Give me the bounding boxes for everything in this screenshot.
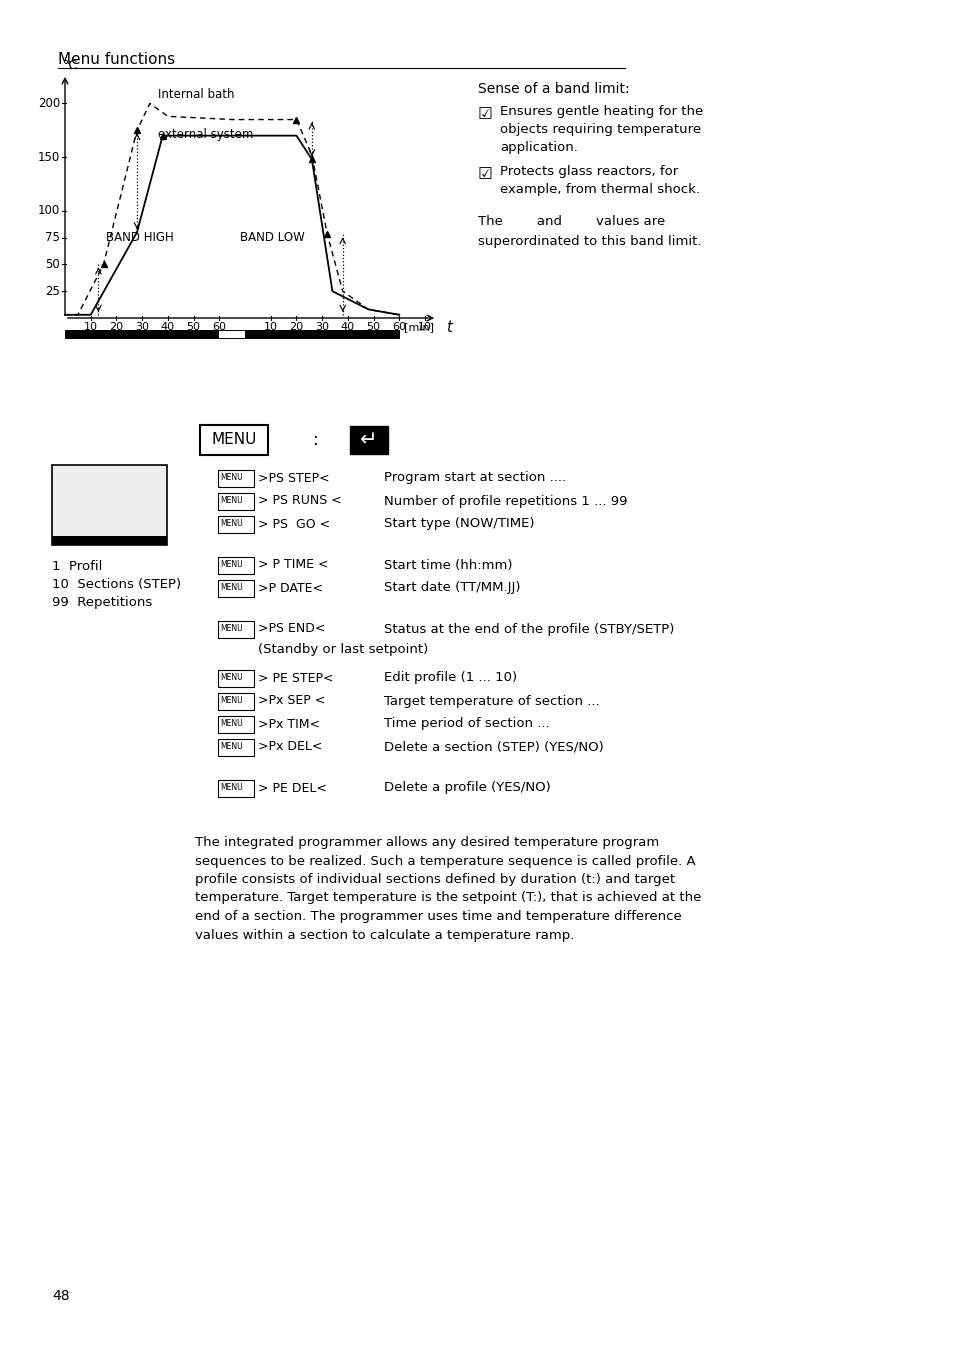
Bar xyxy=(218,716,253,732)
Text: 10: 10 xyxy=(84,322,97,332)
Text: :: : xyxy=(313,431,318,449)
Text: MENU: MENU xyxy=(220,673,242,682)
Text: Internal bath: Internal bath xyxy=(157,88,233,101)
Text: Delete a section (STEP) (YES/NO): Delete a section (STEP) (YES/NO) xyxy=(384,740,603,754)
Bar xyxy=(218,670,253,686)
Text: 20: 20 xyxy=(110,322,123,332)
Bar xyxy=(350,426,388,454)
Text: MENU: MENU xyxy=(220,473,242,482)
Text: 10: 10 xyxy=(263,322,277,332)
Text: Ensures gentle heating for the
objects requiring temperature
application.: Ensures gentle heating for the objects r… xyxy=(499,105,702,154)
Text: >Px TIM<: >Px TIM< xyxy=(257,717,319,731)
Bar xyxy=(218,516,253,532)
Bar xyxy=(218,780,253,797)
Text: > PS RUNS <: > PS RUNS < xyxy=(257,494,341,508)
Text: (Standby or last setpoint): (Standby or last setpoint) xyxy=(257,643,428,657)
Text: 30: 30 xyxy=(314,322,329,332)
Bar xyxy=(219,330,245,338)
Text: 40: 40 xyxy=(340,322,355,332)
Text: 25: 25 xyxy=(45,285,60,297)
Bar xyxy=(218,557,253,574)
Text: > PS  GO <: > PS GO < xyxy=(257,517,330,531)
Text: external system: external system xyxy=(157,128,253,141)
Text: >PS END<: >PS END< xyxy=(257,623,325,635)
Text: 50: 50 xyxy=(187,322,200,332)
Bar xyxy=(218,693,253,709)
Text: Start time (hh:mm): Start time (hh:mm) xyxy=(384,558,512,571)
Text: ↵: ↵ xyxy=(360,430,377,450)
Text: 10  Sections (STEP): 10 Sections (STEP) xyxy=(52,578,181,590)
Text: Sense of a band limit:: Sense of a band limit: xyxy=(477,82,629,96)
Text: ☑: ☑ xyxy=(477,105,493,123)
Text: 48: 48 xyxy=(52,1289,70,1302)
Text: MENU: MENU xyxy=(220,784,242,792)
Text: MENU: MENU xyxy=(220,519,242,528)
Text: BAND LOW: BAND LOW xyxy=(239,231,304,245)
Bar xyxy=(245,330,399,338)
Text: Menu functions: Menu functions xyxy=(58,51,175,68)
Text: >Px SEP <: >Px SEP < xyxy=(257,694,325,708)
Text: MENU: MENU xyxy=(212,432,256,447)
Text: BAND HIGH: BAND HIGH xyxy=(106,231,173,245)
Bar xyxy=(218,470,253,486)
Text: >PS STEP<: >PS STEP< xyxy=(257,471,330,485)
Text: °C: °C xyxy=(63,59,78,72)
Text: Edit profile (1 ... 10): Edit profile (1 ... 10) xyxy=(384,671,517,685)
Text: Start date (TT/MM.JJ): Start date (TT/MM.JJ) xyxy=(384,581,520,594)
Text: [min]: [min] xyxy=(404,322,434,332)
Text: 30: 30 xyxy=(135,322,149,332)
Text: >Px DEL<: >Px DEL< xyxy=(257,740,322,754)
Text: MENU: MENU xyxy=(220,561,242,569)
Text: The integrated programmer allows any desired temperature program
sequences to be: The integrated programmer allows any des… xyxy=(194,836,700,942)
Text: Start type (NOW/TIME): Start type (NOW/TIME) xyxy=(384,517,534,531)
Text: Target temperature of section ...: Target temperature of section ... xyxy=(384,694,599,708)
Text: 20: 20 xyxy=(289,322,303,332)
Text: 60: 60 xyxy=(213,322,226,332)
Bar xyxy=(218,493,253,509)
Text: ☑: ☑ xyxy=(477,165,493,182)
Bar xyxy=(218,739,253,755)
Text: MENU: MENU xyxy=(220,719,242,728)
Text: 50: 50 xyxy=(366,322,380,332)
Text: 75: 75 xyxy=(45,231,60,245)
Text: Protects glass reactors, for
example, from thermal shock.: Protects glass reactors, for example, fr… xyxy=(499,165,700,196)
Text: 10: 10 xyxy=(417,322,432,332)
Text: MENU: MENU xyxy=(220,496,242,505)
Text: MENU: MENU xyxy=(220,696,242,705)
Bar xyxy=(52,536,167,544)
Text: MENU: MENU xyxy=(220,624,242,634)
Text: 60: 60 xyxy=(392,322,406,332)
Text: Number of profile repetitions 1 ... 99: Number of profile repetitions 1 ... 99 xyxy=(384,494,627,508)
Text: 1  Profil: 1 Profil xyxy=(52,561,102,573)
Text: Time period of section ...: Time period of section ... xyxy=(384,717,549,731)
Text: >P DATE<: >P DATE< xyxy=(257,581,323,594)
Text: MENU: MENU xyxy=(220,584,242,592)
Text: > P TIME <: > P TIME < xyxy=(257,558,328,571)
Text: Program start at section ....: Program start at section .... xyxy=(384,471,565,485)
Bar xyxy=(65,330,399,338)
Text: 40: 40 xyxy=(161,322,174,332)
Text: > PE STEP<: > PE STEP< xyxy=(257,671,334,685)
Text: 50: 50 xyxy=(45,258,60,270)
Bar xyxy=(65,330,219,338)
Text: > PE DEL<: > PE DEL< xyxy=(257,781,327,794)
Text: t: t xyxy=(446,320,452,335)
Text: 150: 150 xyxy=(38,150,60,163)
Text: Delete a profile (YES/NO): Delete a profile (YES/NO) xyxy=(384,781,550,794)
Text: MENU: MENU xyxy=(220,742,242,751)
Text: 100: 100 xyxy=(38,204,60,218)
Bar xyxy=(218,620,253,638)
Bar xyxy=(200,426,268,455)
Text: The        and        values are
superordinated to this band limit.: The and values are superordinated to thi… xyxy=(477,215,700,247)
Bar xyxy=(218,580,253,597)
Text: 99  Repetitions: 99 Repetitions xyxy=(52,596,152,609)
Text: Status at the end of the profile (STBY/SETP): Status at the end of the profile (STBY/S… xyxy=(384,623,674,635)
Text: 200: 200 xyxy=(38,97,60,109)
Bar xyxy=(52,465,167,544)
